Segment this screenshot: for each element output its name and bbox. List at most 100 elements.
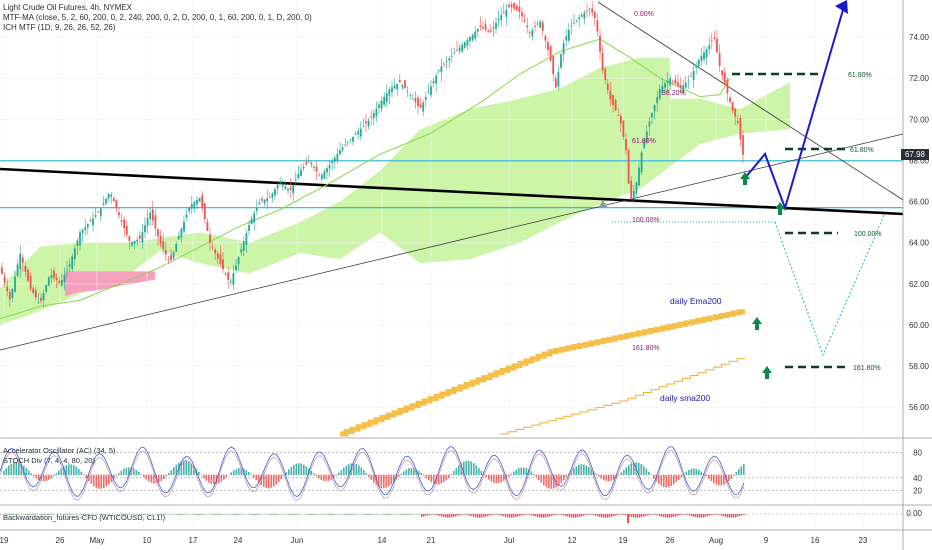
candle-body bbox=[700, 55, 703, 61]
bw-bar bbox=[121, 514, 123, 515]
osc-bar bbox=[390, 474, 393, 485]
bw-bar bbox=[451, 514, 453, 518]
osc-bar bbox=[198, 471, 200, 476]
candle-body bbox=[391, 87, 393, 92]
osc-bar bbox=[153, 474, 155, 484]
bw-bar bbox=[275, 514, 277, 515]
osc-bar bbox=[395, 474, 398, 480]
candle-body bbox=[84, 227, 87, 231]
bw-bar bbox=[177, 514, 179, 515]
candle-body bbox=[227, 272, 230, 281]
candle-body bbox=[638, 167, 640, 186]
candle-body bbox=[547, 42, 549, 51]
candle-body bbox=[580, 14, 583, 17]
candle-body bbox=[692, 70, 695, 81]
osc-bar bbox=[695, 468, 698, 476]
accel-osc-label[interactable]: Accelerator Oscillator (AC) (34, 5) bbox=[3, 446, 116, 455]
bw-bar bbox=[623, 514, 625, 515]
bw-bar bbox=[407, 514, 409, 515]
bw-bar bbox=[385, 514, 387, 515]
osc-bar bbox=[620, 472, 623, 476]
osc-bar bbox=[608, 474, 610, 482]
candle-body bbox=[310, 162, 313, 165]
bw-bar bbox=[609, 514, 611, 518]
osc-bar bbox=[283, 474, 285, 476]
candle-body bbox=[599, 35, 601, 53]
osc-bar bbox=[210, 474, 213, 484]
osc-bar bbox=[508, 474, 510, 477]
osc-bar bbox=[383, 474, 385, 489]
bw-bar bbox=[255, 514, 257, 515]
osc-bar bbox=[443, 474, 445, 483]
candle-body bbox=[170, 254, 172, 261]
candle-body bbox=[489, 30, 492, 32]
osc-bar bbox=[310, 470, 313, 476]
bw-bar bbox=[555, 514, 557, 515]
bw-bar bbox=[721, 514, 723, 516]
candle-body bbox=[716, 38, 718, 53]
bw-bar bbox=[235, 514, 237, 515]
osc-bar bbox=[423, 474, 425, 476]
osc-bar bbox=[253, 474, 255, 478]
osc-bar bbox=[438, 474, 440, 485]
bw-bar bbox=[287, 514, 289, 515]
candle-body bbox=[690, 75, 692, 77]
bw-bar bbox=[467, 514, 469, 516]
bw-bar bbox=[349, 514, 351, 515]
candle-body bbox=[222, 259, 224, 270]
osc-bar bbox=[245, 470, 248, 476]
osc-bar bbox=[628, 465, 630, 476]
osc-bar bbox=[525, 468, 528, 476]
bw-bar bbox=[733, 514, 735, 518]
bw-bar bbox=[109, 514, 111, 515]
candle-body bbox=[482, 26, 484, 29]
bw-bar bbox=[105, 514, 107, 515]
bw-bar bbox=[731, 514, 733, 518]
ich-mtf-label[interactable]: ICH MTF (1D, 9, 26, 26, 52, 26) bbox=[3, 23, 116, 32]
fib-label: 61.80% bbox=[850, 147, 874, 154]
bw-bar bbox=[481, 514, 483, 518]
bw-bar bbox=[535, 514, 537, 517]
marker-icon bbox=[598, 200, 608, 208]
candle-body bbox=[294, 179, 297, 181]
osc-bar bbox=[278, 474, 280, 483]
osc-bar bbox=[288, 469, 290, 476]
bw-bar bbox=[429, 514, 431, 515]
osc-bar bbox=[530, 471, 533, 476]
osc-bar bbox=[580, 464, 583, 476]
bw-bar bbox=[469, 514, 471, 516]
osc-bar bbox=[735, 472, 738, 476]
osc-bar bbox=[425, 474, 428, 479]
osc-bar bbox=[510, 473, 513, 476]
bw-bar bbox=[565, 514, 567, 517]
candle-body bbox=[677, 82, 679, 87]
candle-body bbox=[177, 236, 180, 240]
osc-bar bbox=[135, 470, 138, 476]
osc-bar bbox=[403, 471, 405, 476]
backwardation-label[interactable]: Backwardation_futures-CFD (WTICOUSD, CL1… bbox=[3, 513, 166, 522]
mtf-ma-label[interactable]: MTF-MA (close, 5, 2, 60, 200, 0, 2, 240,… bbox=[3, 13, 312, 22]
candle-body bbox=[671, 80, 674, 82]
candle-body bbox=[229, 281, 232, 283]
osc-bar bbox=[100, 474, 103, 489]
osc-bar bbox=[595, 473, 598, 476]
bw-bar bbox=[517, 514, 519, 517]
candle-body bbox=[703, 52, 705, 60]
y-tick-label: 70.00 bbox=[909, 115, 930, 124]
bw-bar bbox=[505, 514, 507, 517]
bw-bar bbox=[591, 514, 593, 515]
candle-body bbox=[643, 141, 646, 148]
candle-body bbox=[544, 36, 547, 41]
osc-bar bbox=[188, 461, 190, 476]
osc-bar bbox=[148, 474, 150, 482]
stoch-div-label[interactable]: STOCH Div (7, 4, 4, 80, 20) bbox=[3, 456, 95, 465]
bw-bar bbox=[605, 514, 607, 518]
bw-bar bbox=[43, 514, 45, 515]
bw-bar bbox=[545, 514, 547, 518]
candle-body bbox=[365, 121, 367, 124]
bw-bar bbox=[307, 514, 309, 515]
osc-bar bbox=[585, 465, 588, 476]
candle-body bbox=[440, 66, 443, 73]
bw-bar bbox=[531, 514, 533, 516]
